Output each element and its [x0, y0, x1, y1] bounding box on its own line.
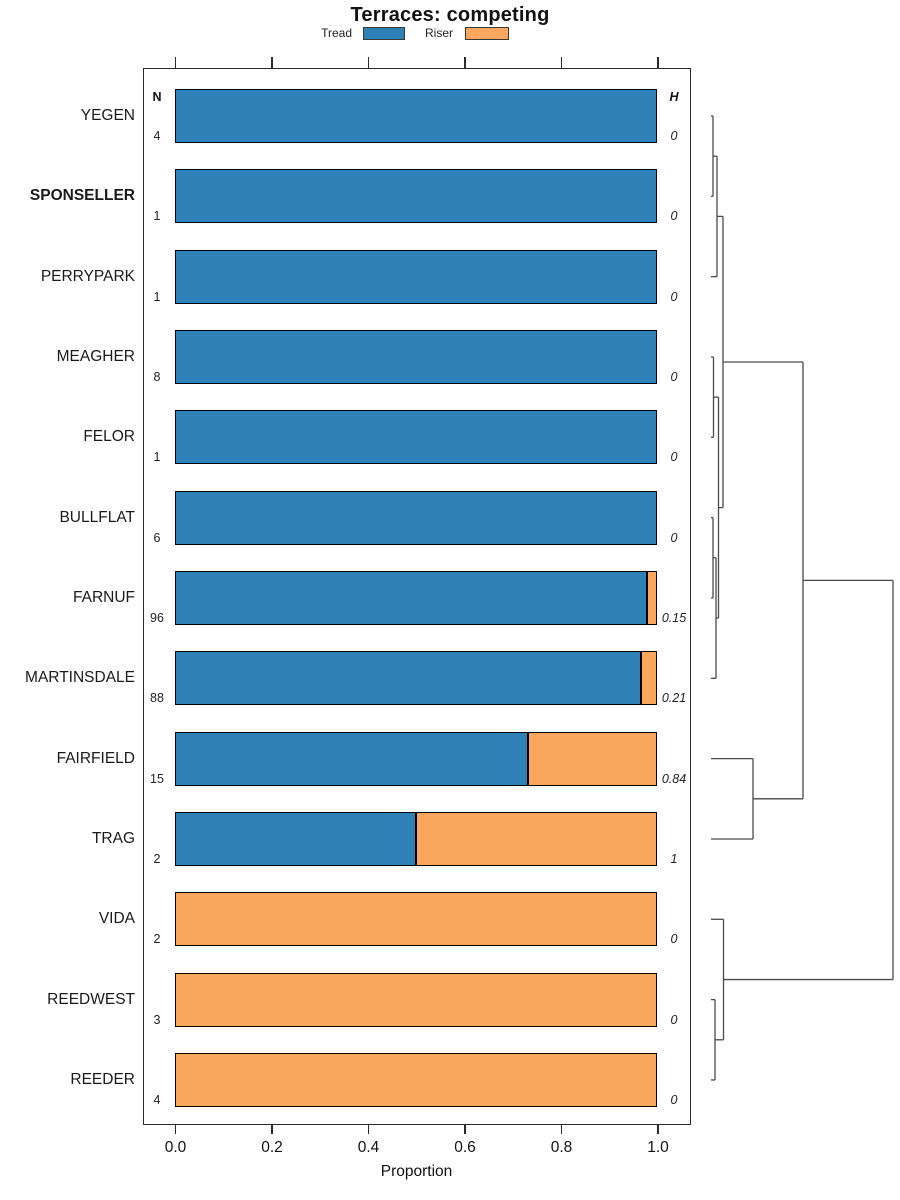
bar-segment-tread: [175, 169, 657, 224]
n-value: 15: [150, 771, 164, 786]
x-axis-top-tick: [657, 57, 659, 68]
legend-label-riser: Riser: [424, 26, 453, 40]
h-value: 0.84: [661, 771, 687, 786]
row-label: PERRYPARK: [40, 267, 135, 285]
h-value: 0.21: [661, 691, 687, 706]
n-value: 1: [153, 450, 161, 465]
row-label: SPONSELLER: [29, 187, 135, 205]
legend-swatch-riser-icon: [465, 27, 509, 40]
bar-segment-riser: [175, 892, 657, 947]
n-value: 6: [153, 530, 161, 545]
h-value: 0: [670, 932, 678, 947]
bar-segment-tread: [175, 651, 641, 706]
stacked-bar: [175, 811, 657, 866]
stacked-bar: [175, 249, 657, 304]
bar-segment-riser: [528, 731, 657, 786]
bar-segment-riser: [175, 1052, 657, 1107]
row-label: FELOR: [83, 428, 135, 446]
n-column-header: N: [152, 90, 162, 104]
h-value: 0: [670, 369, 678, 384]
x-axis-tick-label: 1.0: [647, 1139, 669, 1156]
stacked-bar: [175, 892, 657, 947]
bar-segment-riser: [175, 972, 657, 1027]
legend-swatch-tread-icon: [363, 27, 405, 40]
stacked-bar: [175, 972, 657, 1027]
x-axis-top-tick: [271, 57, 273, 68]
h-value: 0: [670, 530, 678, 545]
x-axis-tick: [464, 1125, 466, 1134]
stacked-bar: [175, 169, 657, 224]
row-label: MARTINSDALE: [25, 669, 135, 687]
row-label: REEDER: [70, 1070, 135, 1088]
h-value: 0.15: [661, 610, 687, 625]
plot-box: [143, 68, 691, 1125]
x-axis-top-tick: [560, 57, 563, 68]
row-label: BULLFLAT: [59, 508, 135, 526]
x-axis-top-tick: [464, 57, 466, 68]
x-axis-tick-label: 0.0: [164, 1139, 187, 1156]
n-value: 2: [153, 932, 161, 947]
chart-title: Terraces: competing: [350, 4, 550, 26]
dendrogram: [711, 115, 894, 1081]
x-axis-tick-label: 0.8: [550, 1139, 573, 1156]
x-axis-tick-label: 0.6: [454, 1139, 476, 1156]
n-value: 8: [153, 369, 161, 384]
n-value: 1: [153, 209, 161, 224]
row-label: MEAGHER: [56, 347, 135, 365]
x-axis-top-tick: [174, 57, 177, 68]
x-axis-tick-label: 0.4: [357, 1139, 380, 1156]
legend-label-tread: Tread: [321, 26, 352, 40]
bar-segment-tread: [175, 731, 529, 786]
row-label: FARNUF: [73, 588, 135, 606]
n-value: 4: [153, 1092, 161, 1107]
stacked-bar: [175, 651, 657, 706]
n-value: 4: [153, 129, 161, 143]
x-axis-tick: [657, 1125, 659, 1134]
bar-segment-tread: [175, 570, 647, 625]
bar-segment-tread: [175, 490, 657, 545]
x-axis-tick: [174, 1125, 177, 1134]
stacked-bar: [175, 329, 657, 384]
h-value: 1: [670, 851, 678, 866]
row-label: TRAG: [91, 829, 135, 847]
row-label: REEDWEST: [47, 990, 135, 1008]
n-value: 88: [150, 691, 164, 706]
h-value: 0: [670, 129, 678, 143]
x-axis-tick: [367, 1125, 370, 1134]
h-value: 0: [670, 450, 678, 465]
x-axis-tick: [271, 1125, 273, 1134]
stacked-bar: [175, 89, 657, 143]
bar-segment-riser: [640, 651, 657, 706]
stacked-bar: [175, 490, 657, 545]
h-value: 0: [670, 1092, 678, 1107]
row-label: FAIRFIELD: [56, 749, 135, 767]
bar-segment-riser: [646, 570, 657, 625]
x-axis-tick-label: 0.2: [261, 1139, 283, 1156]
h-value: 0: [670, 289, 678, 304]
h-value: 0: [670, 209, 678, 224]
x-axis-tick: [560, 1125, 563, 1134]
bar-segment-tread: [175, 811, 416, 866]
n-value: 1: [153, 289, 161, 304]
n-value: 96: [150, 610, 164, 625]
x-axis-top-tick: [367, 57, 370, 68]
stacked-bar: [175, 410, 657, 465]
bar-segment-tread: [175, 410, 657, 465]
n-value: 3: [153, 1012, 161, 1027]
bar-segment-tread: [175, 249, 657, 304]
bar-segment-tread: [175, 89, 657, 143]
stacked-bar: [175, 1052, 657, 1107]
row-label: YEGEN: [80, 107, 135, 124]
bar-segment-tread: [175, 329, 657, 384]
row-label: VIDA: [98, 910, 135, 928]
n-value: 2: [153, 851, 161, 866]
bar-segment-riser: [416, 811, 657, 866]
stacked-bar: [175, 570, 657, 625]
h-column-header: H: [669, 90, 679, 104]
x-axis-title: Proportion: [380, 1163, 453, 1180]
h-value: 0: [670, 1012, 678, 1027]
stacked-bar: [175, 731, 657, 786]
